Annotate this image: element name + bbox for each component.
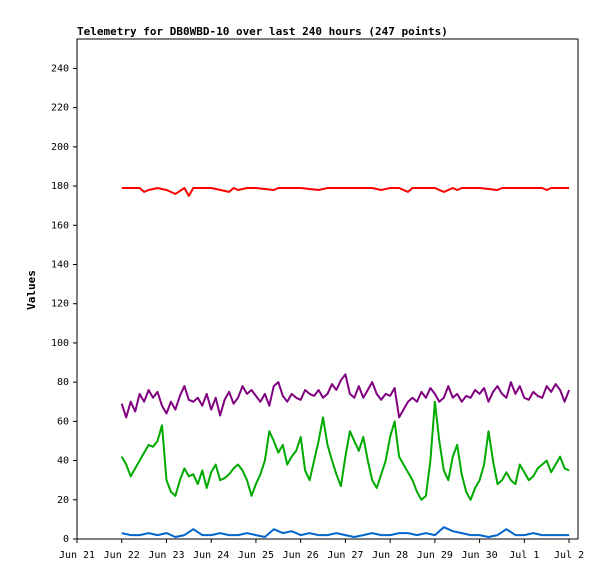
y-tick-label-4: 80 — [57, 377, 69, 388]
series-line-0 — [121, 187, 570, 197]
plot-frame — [76, 38, 579, 540]
series-group — [120, 187, 571, 538]
y-tick-label-10: 200 — [51, 142, 69, 153]
x-tick-label-6: Jun 27 — [327, 550, 363, 561]
y-tick-label-11: 220 — [51, 103, 69, 114]
y-tick-label-6: 120 — [51, 299, 69, 310]
y-tick-label-2: 40 — [57, 456, 69, 467]
x-tick-label-9: Jun 30 — [462, 550, 498, 561]
y-axis-label: Values — [25, 270, 38, 310]
x-tick-label-0: Jun 21 — [59, 550, 95, 561]
y-tick-label-3: 60 — [57, 416, 69, 427]
x-tick-label-2: Jun 23 — [148, 550, 184, 561]
x-tick-label-1: Jun 22 — [104, 550, 140, 561]
series-line-3 — [121, 526, 570, 538]
x-tick-label-11: Jul 2 — [554, 550, 584, 561]
x-axis: Jun 21 Jun 22 Jun 23 Jun 24 Jun 25 Jun 26 Jun … — [59, 539, 584, 561]
x-tick-label-8: Jun 29 — [417, 550, 453, 561]
x-tick-label-3: Jun 24 — [193, 550, 229, 561]
y-tick-label-12: 240 — [51, 63, 69, 74]
y-tick-label-8: 160 — [51, 220, 69, 231]
x-tick-label-7: Jun 28 — [372, 550, 408, 561]
x-tick-label-4: Jun 25 — [238, 550, 274, 561]
series-line-1 — [120, 373, 571, 419]
y-tick-label-5: 100 — [51, 338, 69, 349]
y-tick-label-7: 140 — [51, 259, 69, 270]
chart-title: Telemetry for DB0WBD-10 over last 240 ho… — [77, 25, 448, 38]
y-tick-label-9: 180 — [51, 181, 69, 192]
y-axis: 0 20 40 60 80 100 120 140 160 180 200 220 240 — [51, 63, 77, 545]
y-tick-label-1: 20 — [57, 495, 69, 506]
y-tick-label-0: 0 — [63, 534, 69, 545]
x-tick-label-5: Jun 26 — [283, 550, 319, 561]
series-line-2 — [120, 400, 570, 501]
x-tick-label-10: Jul 1 — [509, 550, 539, 561]
